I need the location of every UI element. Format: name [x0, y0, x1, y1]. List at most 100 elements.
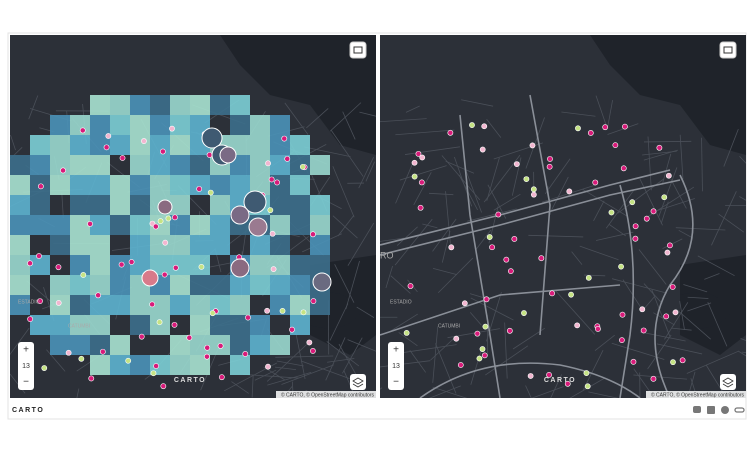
point[interactable] [274, 180, 279, 185]
point[interactable] [489, 245, 494, 250]
point[interactable] [531, 187, 536, 192]
point[interactable] [613, 143, 618, 148]
point[interactable] [420, 155, 425, 160]
point[interactable] [547, 156, 552, 161]
point[interactable] [619, 338, 624, 343]
point[interactable] [462, 301, 467, 306]
point[interactable] [104, 145, 109, 150]
point[interactable] [207, 152, 212, 157]
point[interactable] [585, 384, 590, 389]
point[interactable] [307, 340, 312, 345]
point[interactable] [141, 138, 146, 143]
point[interactable] [157, 320, 162, 325]
point[interactable] [477, 356, 482, 361]
zoom-out-button[interactable]: − [23, 377, 29, 388]
cluster-point[interactable] [158, 200, 172, 214]
point[interactable] [139, 334, 144, 339]
point[interactable] [484, 297, 489, 302]
point[interactable] [270, 231, 275, 236]
zoom-in-button[interactable]: + [393, 345, 399, 356]
linkedin-icon[interactable] [707, 406, 715, 414]
point[interactable] [412, 160, 417, 165]
point[interactable] [282, 136, 287, 141]
point[interactable] [549, 291, 554, 296]
cluster-point[interactable] [142, 270, 158, 286]
point[interactable] [96, 293, 101, 298]
split-button[interactable] [720, 42, 736, 58]
point[interactable] [651, 209, 656, 214]
point[interactable] [129, 259, 134, 264]
facebook-icon[interactable] [721, 406, 729, 414]
point[interactable] [153, 224, 158, 229]
point[interactable] [595, 326, 600, 331]
point[interactable] [166, 216, 171, 221]
point[interactable] [633, 236, 638, 241]
point[interactable] [673, 310, 678, 315]
point[interactable] [475, 331, 480, 336]
cluster-point[interactable] [231, 206, 249, 224]
point[interactable] [301, 310, 306, 315]
point[interactable] [539, 256, 544, 261]
point[interactable] [408, 283, 413, 288]
point[interactable] [162, 272, 167, 277]
point[interactable] [81, 272, 86, 277]
point[interactable] [265, 161, 270, 166]
point[interactable] [662, 195, 667, 200]
point[interactable] [38, 184, 43, 189]
point[interactable] [633, 224, 638, 229]
point[interactable] [621, 166, 626, 171]
point[interactable] [56, 300, 61, 305]
point[interactable] [666, 173, 671, 178]
cluster-point[interactable] [231, 259, 249, 277]
point[interactable] [243, 351, 248, 356]
cluster-point[interactable] [249, 218, 267, 236]
point[interactable] [310, 232, 315, 237]
point[interactable] [657, 145, 662, 150]
point[interactable] [641, 328, 646, 333]
point[interactable] [56, 265, 61, 270]
point[interactable] [496, 212, 501, 217]
point[interactable] [528, 373, 533, 378]
point[interactable] [609, 210, 614, 215]
point[interactable] [508, 269, 513, 274]
point[interactable] [80, 128, 85, 133]
point[interactable] [521, 310, 526, 315]
point[interactable] [27, 317, 32, 322]
point[interactable] [514, 162, 519, 167]
point[interactable] [419, 180, 424, 185]
point[interactable] [310, 348, 315, 353]
point[interactable] [245, 315, 250, 320]
point[interactable] [126, 358, 131, 363]
layers-button[interactable] [350, 374, 366, 390]
point[interactable] [100, 349, 105, 354]
point[interactable] [265, 364, 270, 369]
cluster-point[interactable] [220, 147, 236, 163]
point[interactable] [60, 168, 65, 173]
point[interactable] [172, 215, 177, 220]
point[interactable] [567, 189, 572, 194]
point[interactable] [575, 323, 580, 328]
point[interactable] [568, 292, 573, 297]
point[interactable] [163, 240, 168, 245]
point[interactable] [593, 180, 598, 185]
point[interactable] [575, 126, 580, 131]
point[interactable] [66, 350, 71, 355]
point[interactable] [469, 122, 474, 127]
point[interactable] [219, 375, 224, 380]
point[interactable] [150, 302, 155, 307]
point[interactable] [271, 267, 276, 272]
point[interactable] [530, 143, 535, 148]
point[interactable] [588, 130, 593, 135]
point[interactable] [89, 376, 94, 381]
point[interactable] [187, 335, 192, 340]
point[interactable] [618, 264, 623, 269]
point[interactable] [667, 243, 672, 248]
point[interactable] [27, 261, 32, 266]
point[interactable] [36, 253, 41, 258]
point[interactable] [454, 336, 459, 341]
point[interactable] [584, 370, 589, 375]
point[interactable] [482, 353, 487, 358]
point[interactable] [218, 343, 223, 348]
